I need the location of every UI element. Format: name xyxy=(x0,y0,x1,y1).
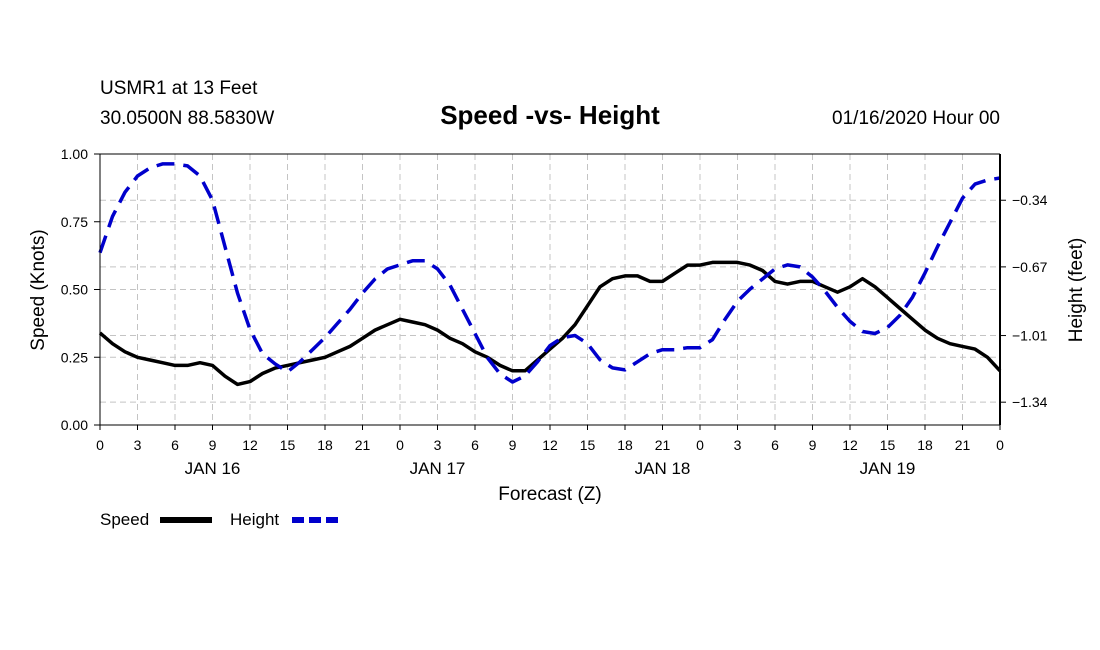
x-tick-label-14: 18 xyxy=(617,437,633,453)
y-left-tick-label-4: 1.00 xyxy=(61,146,88,162)
x-tick-label-9: 3 xyxy=(434,437,442,453)
grid xyxy=(100,154,1000,425)
x-tick-label-23: 21 xyxy=(955,437,971,453)
y-right-tick-label-1: −0.67 xyxy=(1012,259,1048,275)
chart-title: Speed -vs- Height xyxy=(440,100,660,130)
y-left-tick-label-0: 0.00 xyxy=(61,417,88,433)
y-right-tick-label-3: −1.34 xyxy=(1012,394,1048,410)
speed-series-line xyxy=(98,260,1002,387)
y-axis-left-label: Speed (Knots) xyxy=(28,229,49,350)
coordinates-label: 30.0500N 88.5830W xyxy=(100,108,274,129)
x-tick-label-18: 6 xyxy=(771,437,779,453)
day-label-2: JAN 18 xyxy=(635,459,691,478)
station-label: USMR1 at 13 Feet xyxy=(100,78,258,99)
height-series-line xyxy=(98,162,1001,384)
x-tick-label-15: 21 xyxy=(655,437,671,453)
x-tick-label-1: 3 xyxy=(134,437,142,453)
legend-speed-label: Speed xyxy=(100,510,149,529)
y-left-tick-label-1: 0.25 xyxy=(61,349,88,365)
y-axis-right-label: Height (feet) xyxy=(1066,238,1087,343)
x-tick-label-24: 0 xyxy=(996,437,1004,453)
y-left-tick-label-3: 0.75 xyxy=(61,214,88,230)
x-tick-label-0: 0 xyxy=(96,437,104,453)
x-tick-label-20: 12 xyxy=(842,437,858,453)
x-tick-label-12: 12 xyxy=(542,437,558,453)
x-tick-label-11: 9 xyxy=(509,437,517,453)
x-tick-label-13: 15 xyxy=(580,437,596,453)
axes: 0.00 0.25 0.50 0.75 1.00 −0.34 −0.67 −1.01 −1.34… xyxy=(61,146,1048,478)
x-tick-label-8: 0 xyxy=(396,437,404,453)
x-tick-label-7: 21 xyxy=(355,437,371,453)
forecast-datetime: 01/16/2020 Hour 00 xyxy=(832,108,1000,129)
day-label-3: JAN 19 xyxy=(860,459,916,478)
x-tick-label-19: 9 xyxy=(809,437,817,453)
x-tick-label-5: 15 xyxy=(280,437,296,453)
x-tick-label-10: 6 xyxy=(471,437,479,453)
y-left-tick-label-2: 0.50 xyxy=(61,282,88,298)
legend-height-label: Height xyxy=(230,510,279,529)
x-tick-label-2: 6 xyxy=(171,437,179,453)
legend: Speed Height xyxy=(100,510,343,529)
day-label-1: JAN 17 xyxy=(410,459,466,478)
series-lines xyxy=(98,162,1002,387)
x-tick-label-22: 18 xyxy=(917,437,933,453)
x-tick-label-3: 9 xyxy=(209,437,217,453)
x-tick-label-6: 18 xyxy=(317,437,333,453)
y-right-tick-label-2: −1.01 xyxy=(1012,328,1048,344)
x-tick-label-21: 15 xyxy=(880,437,896,453)
x-tick-label-17: 3 xyxy=(734,437,742,453)
x-tick-label-16: 0 xyxy=(696,437,704,453)
day-label-0: JAN 16 xyxy=(185,459,241,478)
y-right-tick-label-0: −0.34 xyxy=(1012,192,1048,208)
x-axis-label: Forecast (Z) xyxy=(498,484,601,505)
x-tick-label-4: 12 xyxy=(242,437,258,453)
